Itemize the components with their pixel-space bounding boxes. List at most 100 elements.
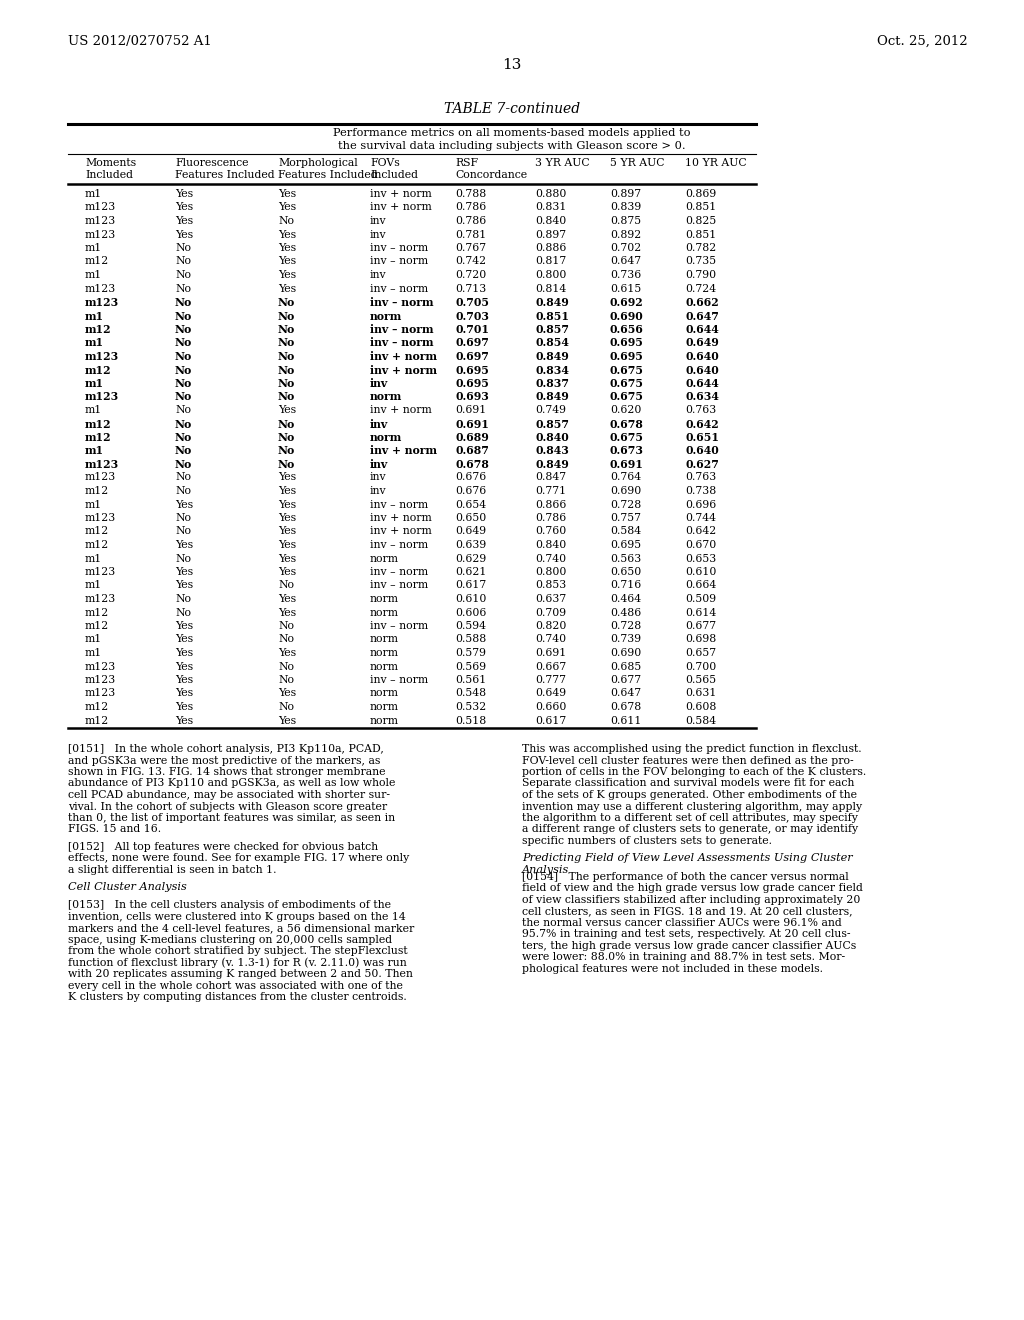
Text: abundance of PI3 Kp110 and pGSK3a, as well as low whole: abundance of PI3 Kp110 and pGSK3a, as we…: [68, 779, 395, 788]
Text: portion of cells in the FOV belonging to each of the K clusters.: portion of cells in the FOV belonging to…: [522, 767, 866, 777]
Text: 0.847: 0.847: [535, 473, 566, 483]
Text: m12: m12: [85, 364, 112, 375]
Text: 0.676: 0.676: [455, 473, 486, 483]
Text: the algorithm to a different set of cell attributes, may specify: the algorithm to a different set of cell…: [522, 813, 858, 822]
Text: 0.851: 0.851: [685, 202, 716, 213]
Text: No: No: [175, 364, 193, 375]
Text: 0.621: 0.621: [455, 568, 486, 577]
Text: No: No: [175, 310, 193, 322]
Text: 0.569: 0.569: [455, 661, 486, 672]
Text: function of flexclust library (v. 1.3-1) for R (v. 2.11.0) was run: function of flexclust library (v. 1.3-1)…: [68, 958, 407, 969]
Text: 0.851: 0.851: [535, 310, 569, 322]
Text: No: No: [175, 527, 191, 536]
Text: No: No: [175, 351, 193, 362]
Text: 0.675: 0.675: [610, 364, 644, 375]
Text: 0.649: 0.649: [455, 527, 486, 536]
Text: 0.640: 0.640: [685, 364, 719, 375]
Text: every cell in the whole cohort was associated with one of the: every cell in the whole cohort was assoc…: [68, 981, 402, 991]
Text: 0.695: 0.695: [455, 364, 488, 375]
Text: from the whole cohort stratified by subject. The stepFlexclust: from the whole cohort stratified by subj…: [68, 946, 408, 957]
Text: 0.690: 0.690: [610, 310, 644, 322]
Text: m123: m123: [85, 568, 117, 577]
Text: Yes: Yes: [175, 568, 194, 577]
Text: norm: norm: [370, 648, 399, 657]
Text: Yes: Yes: [278, 689, 296, 698]
Text: RSF: RSF: [455, 158, 478, 168]
Text: ters, the high grade versus low grade cancer classifier AUCs: ters, the high grade versus low grade ca…: [522, 941, 856, 950]
Text: 0.763: 0.763: [685, 405, 716, 414]
Text: Morphological: Morphological: [278, 158, 357, 168]
Text: 0.662: 0.662: [685, 297, 719, 308]
Text: a different range of clusters sets to generate, or may identify: a different range of clusters sets to ge…: [522, 825, 858, 834]
Text: 13: 13: [503, 58, 521, 73]
Text: shown in FIG. 13. FIG. 14 shows that stronger membrane: shown in FIG. 13. FIG. 14 shows that str…: [68, 767, 385, 777]
Text: m12: m12: [85, 256, 110, 267]
Text: m123: m123: [85, 392, 119, 403]
Text: Yes: Yes: [278, 486, 296, 496]
Text: 0.853: 0.853: [535, 581, 566, 590]
Text: No: No: [278, 378, 295, 389]
Text: 0.464: 0.464: [610, 594, 641, 605]
Text: Yes: Yes: [175, 702, 194, 711]
Text: 0.611: 0.611: [610, 715, 641, 726]
Text: 0.532: 0.532: [455, 702, 486, 711]
Text: 0.691: 0.691: [610, 459, 644, 470]
Text: Yes: Yes: [278, 648, 296, 657]
Text: No: No: [175, 459, 193, 470]
Text: Yes: Yes: [278, 568, 296, 577]
Text: m123: m123: [85, 473, 117, 483]
Text: Yes: Yes: [175, 648, 194, 657]
Text: 0.697: 0.697: [455, 338, 488, 348]
Text: Yes: Yes: [175, 581, 194, 590]
Text: 0.614: 0.614: [685, 607, 716, 618]
Text: No: No: [278, 392, 295, 403]
Text: m123: m123: [85, 594, 117, 605]
Text: 0.716: 0.716: [610, 581, 641, 590]
Text: 0.634: 0.634: [685, 392, 719, 403]
Text: 0.831: 0.831: [535, 202, 566, 213]
Text: 0.696: 0.696: [685, 499, 716, 510]
Text: 0.565: 0.565: [685, 675, 716, 685]
Text: No: No: [175, 594, 191, 605]
Text: 0.617: 0.617: [455, 581, 486, 590]
Text: phological features were not included in these models.: phological features were not included in…: [522, 964, 823, 974]
Text: of view classifiers stabilized after including approximately 20: of view classifiers stabilized after inc…: [522, 895, 860, 904]
Text: m1: m1: [85, 635, 102, 644]
Text: No: No: [278, 620, 294, 631]
Text: norm: norm: [370, 553, 399, 564]
Text: 0.650: 0.650: [610, 568, 641, 577]
Text: US 2012/0270752 A1: US 2012/0270752 A1: [68, 36, 212, 48]
Text: No: No: [278, 661, 294, 672]
Text: 0.563: 0.563: [610, 553, 641, 564]
Text: 0.642: 0.642: [685, 418, 719, 429]
Text: m12: m12: [85, 715, 110, 726]
Text: Yes: Yes: [175, 499, 194, 510]
Text: 0.701: 0.701: [455, 323, 489, 335]
Text: No: No: [278, 446, 295, 457]
Text: 0.691: 0.691: [535, 648, 566, 657]
Text: m123: m123: [85, 513, 117, 523]
Text: 0.839: 0.839: [610, 202, 641, 213]
Text: 0.627: 0.627: [685, 459, 719, 470]
Text: 10 YR AUC: 10 YR AUC: [685, 158, 746, 168]
Text: 0.664: 0.664: [685, 581, 716, 590]
Text: Included: Included: [370, 170, 418, 180]
Text: m123: m123: [85, 284, 117, 293]
Text: 0.837: 0.837: [535, 378, 569, 389]
Text: Performance metrics on all moments-based models applied to: Performance metrics on all moments-based…: [333, 128, 691, 139]
Text: No: No: [278, 338, 295, 348]
Text: 0.650: 0.650: [455, 513, 486, 523]
Text: m123: m123: [85, 351, 119, 362]
Text: 0.849: 0.849: [535, 351, 568, 362]
Text: Yes: Yes: [175, 202, 194, 213]
Text: 0.757: 0.757: [610, 513, 641, 523]
Text: Yes: Yes: [278, 607, 296, 618]
Text: 0.697: 0.697: [455, 351, 488, 362]
Text: m1: m1: [85, 581, 102, 590]
Text: the survival data including subjects with Gleason score > 0.: the survival data including subjects wit…: [338, 141, 686, 150]
Text: norm: norm: [370, 661, 399, 672]
Text: 0.744: 0.744: [685, 513, 716, 523]
Text: 0.771: 0.771: [535, 486, 566, 496]
Text: markers and the 4 cell-level features, a 56 dimensional marker: markers and the 4 cell-level features, a…: [68, 924, 415, 933]
Text: 0.886: 0.886: [535, 243, 566, 253]
